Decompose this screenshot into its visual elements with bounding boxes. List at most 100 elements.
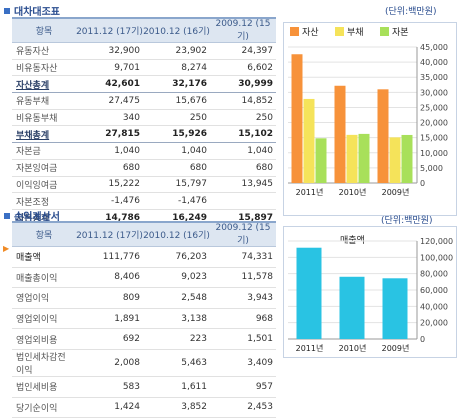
selected-row-arrow-icon: ▶ (3, 244, 10, 253)
table-row: 영업외이익 1,891 3,138 968 (12, 308, 276, 330)
balance-sheet-title: 대차대조표 (4, 3, 60, 18)
row-label[interactable]: 매출총이익 (12, 267, 76, 289)
y-tick-label: 100,000 (420, 253, 453, 262)
x-tick-label: 2009년 (382, 187, 410, 197)
row-label[interactable]: 당기순이익 (12, 397, 76, 418)
row-value: 8,274 (143, 59, 210, 77)
row-label[interactable]: 매출액 (12, 246, 76, 268)
table-row: 비유동부채 340 250 250 (12, 109, 276, 127)
row-value: 27,475 (76, 92, 143, 110)
row-label[interactable]: 자본금 (12, 142, 76, 160)
table-row: 비유동자산 9,701 8,274 6,602 (12, 59, 276, 77)
row-value: 15,926 (143, 125, 210, 144)
x-tick-label: 2011년 (296, 343, 324, 353)
income-statement-table: 항목 2011.12 (17기) 2010.12 (16기) 2009.12 (… (12, 221, 276, 418)
row-label[interactable]: 법인세비용 (12, 376, 76, 398)
bar (315, 138, 327, 183)
row-value: 1,501 (210, 328, 276, 350)
row-value: 15,797 (143, 176, 210, 194)
income-statement-title: 손익계산서 (4, 208, 60, 223)
legend-label: 부채 (347, 27, 364, 38)
col-header: 2010.12 (16기) (143, 221, 210, 247)
row-value: 74,331 (210, 246, 276, 268)
table-row: 법인세차감전이익 2,008 5,463 3,409 (12, 349, 276, 377)
row-label[interactable]: 유동자산 (12, 42, 76, 60)
row-label[interactable]: 영업외이익 (12, 308, 76, 330)
y-tick-label: 0 (420, 335, 425, 344)
revenue-chart-svg: 매출액 120,000 100,000 80,000 60,000 40,000 20,00… (288, 234, 453, 353)
row-label[interactable]: 자본조정 (12, 192, 76, 210)
table-row: 유동부채 27,475 15,676 14,852 (12, 92, 276, 110)
row-label[interactable]: 비유동부채 (12, 109, 76, 127)
section-bullet-icon (4, 212, 10, 219)
col-header: 2011.12 (17기) (76, 17, 143, 43)
row-label[interactable]: 영업이익 (12, 287, 76, 309)
row-value: 15,222 (76, 176, 143, 194)
bar (303, 98, 315, 183)
bar (389, 137, 401, 183)
row-value: 583 (76, 376, 143, 398)
row-label[interactable]: 법인세차감전이익 (12, 349, 76, 377)
table-row: 매출총이익 8,406 9,023 11,578 (12, 267, 276, 289)
row-label[interactable]: 자본잉여금 (12, 159, 76, 177)
row-value: 2,453 (210, 397, 276, 418)
row-value: -1,476 (143, 192, 210, 210)
row-value: 6,602 (210, 59, 276, 77)
row-value: 2,008 (76, 349, 143, 377)
row-value: 1,040 (76, 142, 143, 160)
row-value: -1,476 (76, 192, 143, 210)
table-row: 자산총계 42,601 32,176 30,999 (12, 75, 276, 94)
table-row: 법인세비용 583 1,611 957 (12, 376, 276, 398)
balance-chart-svg: 자산 부채 자본 45,000 40,000 35,000 30,000 25,000 20,0… (288, 27, 448, 197)
table-row: 자본조정 -1,476 -1,476 (12, 192, 276, 210)
table-header-row: 항목 2011.12 (17기) 2010.12 (16기) 2009.12 (… (12, 221, 276, 247)
x-tick-label: 2011년 (296, 187, 324, 197)
legend-label: 자본 (392, 27, 409, 38)
balance-chart: 자산 부채 자본 45,000 40,000 35,000 30,000 25,000 20,0… (283, 22, 457, 216)
row-label[interactable]: 유동부채 (12, 92, 76, 110)
bar (334, 85, 346, 183)
row-value: 111,776 (76, 246, 143, 268)
legend-label: 자산 (302, 27, 319, 38)
y-tick-label: 40,000 (420, 58, 448, 67)
row-value: 692 (76, 328, 143, 350)
bar (401, 134, 413, 183)
bar (358, 133, 370, 183)
row-label[interactable]: 영업외비용 (12, 328, 76, 350)
balance-sheet-table: 항목 2011.12 (17기) 2010.12 (16기) 2009.12 (… (12, 17, 276, 227)
y-tick-label: 20,000 (420, 119, 448, 128)
col-header: 항목 (12, 221, 76, 247)
bar (296, 247, 322, 339)
row-value: 15,676 (143, 92, 210, 110)
row-value: 15,102 (210, 125, 276, 144)
row-value: 250 (210, 109, 276, 127)
row-value: 957 (210, 376, 276, 398)
legend-swatch (380, 27, 389, 36)
row-value: 680 (143, 159, 210, 177)
table-row: 영업외비용 692 223 1,501 (12, 328, 276, 350)
y-tick-label: 40,000 (420, 302, 448, 311)
row-value: 9,701 (76, 59, 143, 77)
row-value: 11,578 (210, 267, 276, 289)
row-value: 3,138 (143, 308, 210, 330)
row-value: 3,943 (210, 287, 276, 309)
y-tick-label: 15,000 (420, 134, 448, 143)
row-value: 27,815 (76, 125, 143, 144)
row-label[interactable]: 자산총계 (12, 75, 76, 94)
x-tick-label: 2010년 (339, 343, 367, 353)
y-tick-label: 80,000 (420, 270, 448, 279)
y-tick-label: 45,000 (420, 43, 448, 52)
row-value: 680 (210, 159, 276, 177)
row-label[interactable]: 부채총계 (12, 125, 76, 144)
row-value: 13,945 (210, 176, 276, 194)
row-label[interactable]: 이익잉여금 (12, 176, 76, 194)
table-row: 자본잉여금 680 680 680 (12, 159, 276, 177)
section-bullet-icon (4, 7, 10, 14)
row-value: 250 (143, 109, 210, 127)
row-value: 5,463 (143, 349, 210, 377)
row-label[interactable]: 비유동자산 (12, 59, 76, 77)
col-header: 2009.12 (15기) (210, 221, 276, 247)
row-value: 1,040 (143, 142, 210, 160)
col-header: 항목 (12, 17, 76, 43)
table-row: 당기순이익 1,424 3,852 2,453 (12, 397, 276, 418)
